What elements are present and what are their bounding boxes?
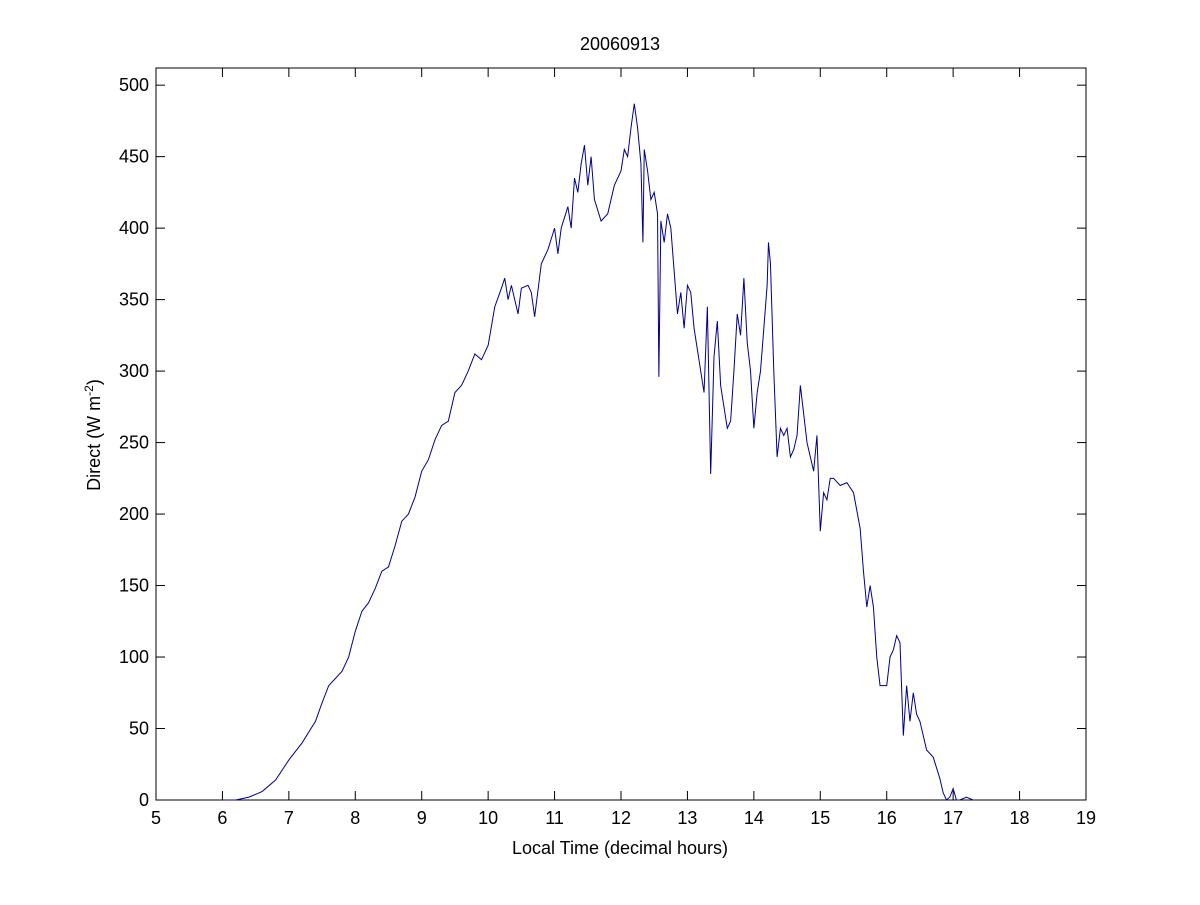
x-tick-label: 6: [217, 808, 227, 828]
x-tick-label: 13: [677, 808, 697, 828]
x-tick-label: 7: [284, 808, 294, 828]
y-tick-label: 50: [129, 719, 149, 739]
y-tick-label: 300: [119, 361, 149, 381]
y-tick-label: 500: [119, 75, 149, 95]
y-tick-label: 250: [119, 433, 149, 453]
x-tick-label: 16: [877, 808, 897, 828]
x-tick-label: 14: [744, 808, 764, 828]
y-tick-label: 150: [119, 576, 149, 596]
y-tick-label: 350: [119, 290, 149, 310]
y-tick-label: 450: [119, 147, 149, 167]
x-axis-label: Local Time (decimal hours): [512, 838, 728, 858]
y-tick-label: 400: [119, 218, 149, 238]
y-axis-label-suffix: ): [84, 379, 104, 385]
x-tick-label: 12: [611, 808, 631, 828]
x-tick-label: 17: [943, 808, 963, 828]
x-tick-label: 18: [1010, 808, 1030, 828]
chart-title: 20060913: [580, 34, 660, 54]
x-tick-label: 11: [545, 808, 564, 828]
data-line: [222, 103, 977, 801]
y-axis-label-text: Direct (W m: [84, 396, 104, 491]
x-tick-label: 19: [1076, 808, 1096, 828]
y-axis-label: Direct (W m-2): [82, 379, 104, 491]
x-tick-label: 9: [417, 808, 427, 828]
y-tick-label: 0: [139, 790, 149, 810]
x-tick-label: 15: [810, 808, 830, 828]
y-axis-label-superscript: -2: [82, 385, 96, 396]
x-tick-label: 8: [350, 808, 360, 828]
y-tick-label: 200: [119, 504, 149, 524]
x-tick-label: 10: [478, 808, 498, 828]
x-tick-label: 5: [151, 808, 161, 828]
y-tick-label: 100: [119, 647, 149, 667]
